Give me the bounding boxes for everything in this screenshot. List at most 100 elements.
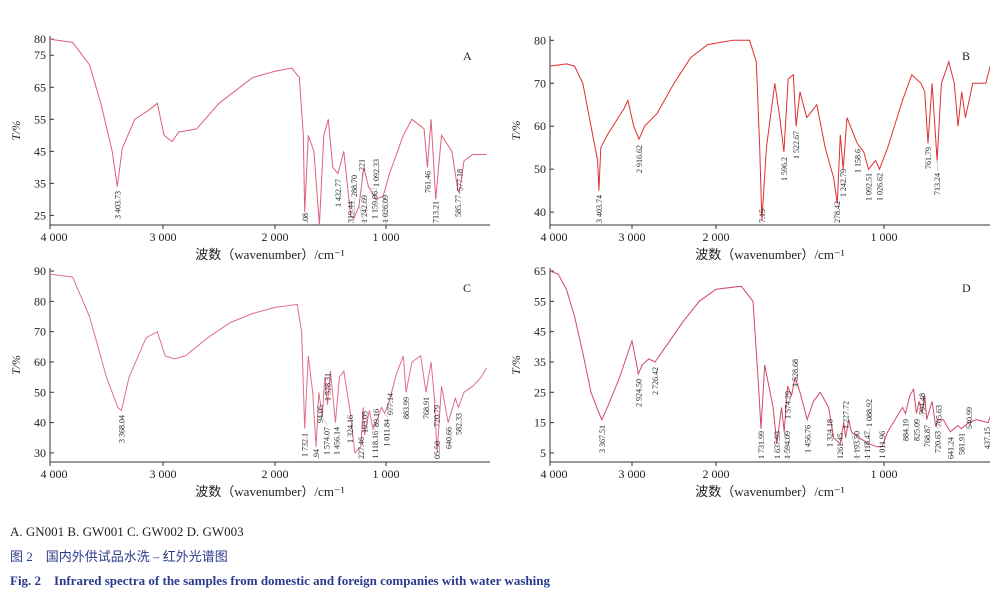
peak-label-leader <box>863 441 869 460</box>
peak-label: 1 026.62 <box>876 173 885 201</box>
peak-label-leader <box>851 432 858 461</box>
peak-label-leader <box>384 414 388 418</box>
peak-label-leader <box>361 171 363 188</box>
y-tick-label: 60 <box>34 355 46 369</box>
y-tick-label: 45 <box>534 325 546 339</box>
peak-label: 884.19 <box>901 419 910 441</box>
figure-caption-en: Fig. 2 Infrared spectra of the samples f… <box>10 573 550 588</box>
x-tick-label: 3 000 <box>150 230 177 244</box>
panel-C: 4 000 3 000 2 000 1 000 30 40 50 60 70 80 90 T/% 波数（… <box>9 264 490 499</box>
y-tick-label: 15 <box>534 416 546 430</box>
y-tick-label: 75 <box>34 48 46 62</box>
y-tick-label: 70 <box>34 325 46 339</box>
y-axis-label: T/% <box>9 355 23 375</box>
peak-label-leader <box>368 187 376 190</box>
spectrum-line <box>550 39 990 221</box>
peak-label: 193.05 <box>361 411 370 433</box>
peak-label: 1 092.33 <box>372 159 381 187</box>
peak-label: 1 011.84 <box>383 419 392 447</box>
x-tick-label: 1 000 <box>373 467 400 481</box>
peak-label: 713.21 <box>432 201 441 223</box>
panel-B: 4 000 3 000 2 000 1 000 40 50 60 70 80 T/% 波数（wave… <box>509 33 990 262</box>
panel-letter: C <box>463 281 471 295</box>
peak-label: 1 118.16 <box>371 431 380 459</box>
y-tick-label: 65 <box>34 80 46 94</box>
peak-label-leader <box>353 197 356 220</box>
y-tick-label: 65 <box>534 264 546 278</box>
peak-label: 1 092.51 <box>865 173 874 201</box>
peak-label: 437.15 <box>983 427 992 449</box>
y-tick-label: 30 <box>34 446 46 460</box>
y-tick-label: 5 <box>540 446 546 460</box>
peak-label-leader <box>783 432 789 461</box>
panel-D: 4 000 3 000 2 000 1 000 5 15 25 35 45 55 65 T/% 波数（w… <box>509 264 992 499</box>
peak-label: 1 456.14 <box>332 427 341 455</box>
y-tick-label: 25 <box>534 385 546 399</box>
peak-label-leader <box>935 426 939 430</box>
peak-label: 1 242.79 <box>839 169 848 197</box>
peak-label: 1 159.06 <box>370 191 379 219</box>
peak-label: 3 403.73 <box>113 191 122 219</box>
peak-label: 1 227.72 <box>842 401 851 429</box>
peak-label-leader <box>921 414 924 417</box>
sample-legend-caption: A. GN001 B. GW001 C. GW002 D. GW003 <box>10 524 244 539</box>
peak-label: 1 324.16 <box>346 415 355 443</box>
x-axis-label: 波数（wavenumber）/cm⁻¹ <box>195 484 344 499</box>
peak-label: 540.99 <box>965 407 974 429</box>
peak-label: 2 726.42 <box>651 367 660 395</box>
y-tick-label: 90 <box>34 264 46 278</box>
peak-label: 768.87 <box>923 425 932 447</box>
peak-label: 1 088.92 <box>865 399 874 427</box>
y-tick-label: 70 <box>534 76 546 90</box>
peak-label-leader <box>327 401 329 406</box>
y-tick-label: 25 <box>34 208 46 222</box>
x-tick-label: 4 000 <box>41 467 68 481</box>
peak-label-leader <box>936 160 939 172</box>
peak-label: 761.46 <box>423 171 432 193</box>
spectrum-line <box>50 273 487 455</box>
peak-label: 883.99 <box>402 397 411 419</box>
peak-label: .94 <box>312 449 321 459</box>
peak-label: 1 574.29 <box>784 391 793 419</box>
peak-label: 1 594.09 <box>783 431 792 459</box>
peak-label-leader <box>868 427 871 445</box>
x-tick-label: 2 000 <box>703 230 730 244</box>
peak-label: 720.79 <box>432 405 441 427</box>
x-tick-label: 4 000 <box>541 467 568 481</box>
x-axis-label: 波数（wavenumber）/cm⁻¹ <box>195 247 344 262</box>
peak-label-leader <box>364 433 366 436</box>
y-tick-label: 80 <box>34 294 46 308</box>
peak-label: 1 118.47 <box>863 431 872 459</box>
x-tick-label: 3 000 <box>619 230 646 244</box>
peak-label: 3 367.51 <box>598 425 607 453</box>
peak-label: 1 731.99 <box>757 431 766 459</box>
peak-label-leader <box>459 191 461 195</box>
y-tick-label: 50 <box>534 162 546 176</box>
peak-label: 1 011.96 <box>878 431 887 459</box>
peak-label-leader <box>382 197 387 225</box>
y-tick-label: 35 <box>34 176 46 190</box>
peak-label: 825.09 <box>912 419 921 441</box>
spectrum-line <box>550 270 990 448</box>
peak-label: 577.18 <box>455 169 464 191</box>
x-tick-label: 3 000 <box>150 467 177 481</box>
peak-label: 1 528.68 <box>791 359 800 387</box>
peak-label-leader <box>322 417 328 426</box>
peak-label: 1261.45 <box>836 433 845 459</box>
peak-label-leader <box>434 399 438 404</box>
peak-label: 288.70 <box>350 175 359 197</box>
peak-label: 3 368.04 <box>117 415 126 443</box>
peak-label: 3 403.74 <box>595 195 604 223</box>
x-tick-label: 4 000 <box>41 230 68 244</box>
y-axis-label: T/% <box>9 120 23 140</box>
peak-label: 89.16 <box>372 409 381 427</box>
peak-label: 1 432.77 <box>334 179 343 207</box>
ir-spectra-figure: 4 000 3 000 2 000 1 000 25 35 45 55 65 75 80 T/% 波数（… <box>9 32 992 499</box>
peak-label: 1 732.1 <box>301 433 310 457</box>
peak-label: 1 574.07 <box>322 427 331 455</box>
peak-label-leader <box>389 399 392 417</box>
peak-label-leader <box>845 429 847 439</box>
peak-label-leader <box>358 206 366 225</box>
peak-label: 640.66 <box>444 427 453 449</box>
y-axis-label: T/% <box>509 355 523 375</box>
